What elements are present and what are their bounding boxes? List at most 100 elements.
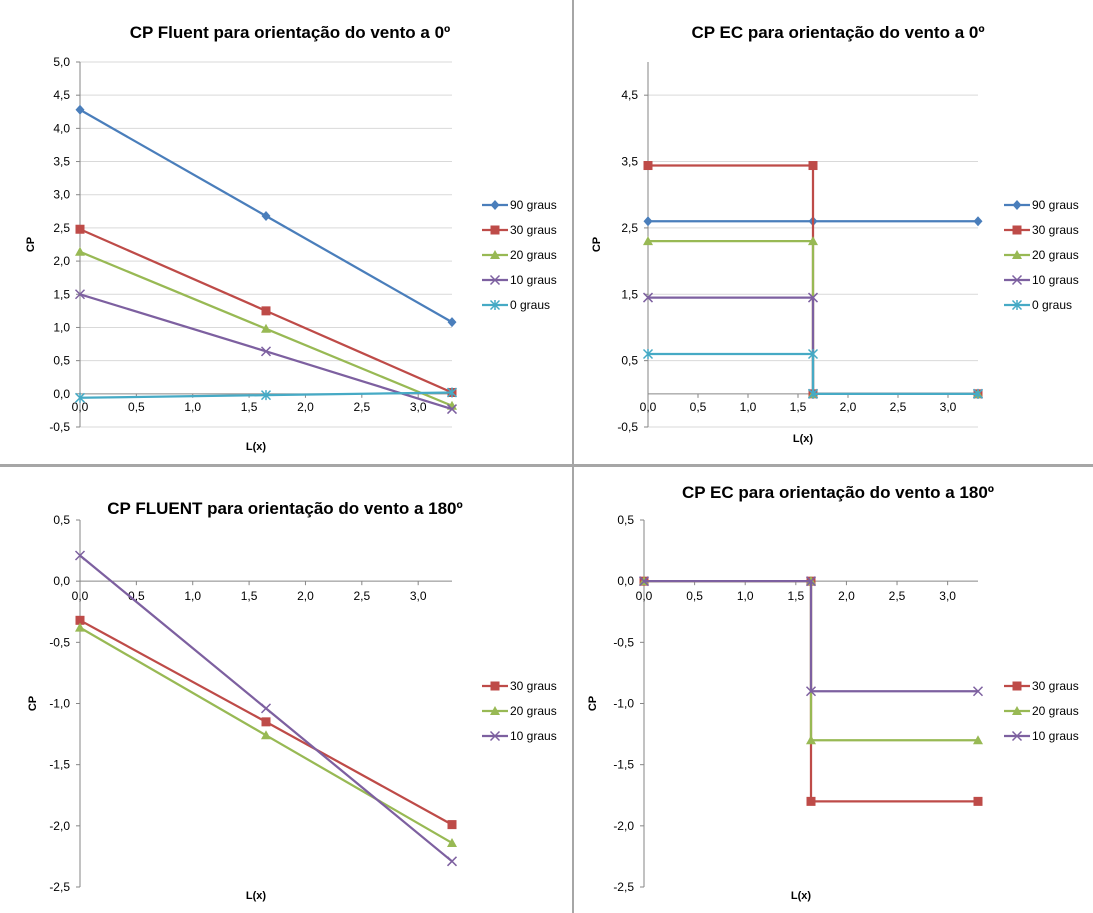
legend-item: 0 graus <box>1004 298 1072 312</box>
y-tick-label: 2,0 <box>53 254 70 268</box>
data-point <box>973 216 983 227</box>
data-point <box>807 292 819 303</box>
legend-label: 10 graus <box>1032 729 1079 743</box>
x-tick-label: 2,5 <box>889 589 906 603</box>
legend-label: 10 graus <box>1032 273 1079 287</box>
legend-marker <box>1012 681 1022 691</box>
legend-label: 10 graus <box>510 273 557 287</box>
y-tick-label: 3,5 <box>621 155 638 169</box>
x-tick-label: 1,5 <box>790 400 807 414</box>
series-10-graus <box>74 289 458 415</box>
data-point <box>806 735 816 745</box>
data-point <box>806 796 816 806</box>
data-point <box>75 224 85 234</box>
x-tick-label: 3,0 <box>939 589 956 603</box>
data-point <box>260 346 272 357</box>
y-tick-label: -0,5 <box>49 635 70 649</box>
y-tick-label: -0,5 <box>617 420 638 434</box>
x-tick-label: 3,0 <box>410 400 427 414</box>
data-point <box>973 796 983 806</box>
data-point <box>261 306 271 316</box>
x-tick-label: 0,0 <box>636 589 653 603</box>
chart-panel-ec-0: CP EC para orientação do vento a 0º -0,5 0… <box>574 0 1093 464</box>
y-tick-label: 1,5 <box>53 287 70 301</box>
y-tick-label: 3,0 <box>53 188 70 202</box>
legend-marker <box>1011 274 1023 286</box>
series-0-graus <box>642 348 984 399</box>
series-line <box>648 352 978 395</box>
y-tick-label: -1,0 <box>613 697 634 711</box>
legend-item: 30 graus <box>482 223 557 237</box>
x-tick-label: 0,5 <box>690 400 707 414</box>
legend-label: 20 graus <box>510 248 557 262</box>
data-point <box>260 703 272 714</box>
x-tick-label: 2,0 <box>297 589 314 603</box>
y-tick-label: 1,0 <box>53 320 70 334</box>
legend-item: 30 graus <box>1004 223 1079 237</box>
chart-title: CP EC para orientação do vento a 180º <box>682 483 994 502</box>
x-axis-title: L(x) <box>246 890 267 902</box>
legend-item: 90 graus <box>482 198 557 212</box>
legend-marker <box>489 730 501 742</box>
legend-marker <box>1011 299 1023 311</box>
y-tick-label: 2,5 <box>621 221 638 235</box>
y-tick-label: -2,0 <box>49 819 70 833</box>
y-tick-label: 3,5 <box>53 155 70 169</box>
x-tick-label: 2,0 <box>838 589 855 603</box>
legend-label: 90 graus <box>1032 198 1079 212</box>
chart-ec-180: CP EC para orientação do vento a 180º -2,… <box>587 483 1079 902</box>
data-point <box>973 735 983 745</box>
y-tick-label: -1,5 <box>49 758 70 772</box>
legend-marker <box>1012 250 1022 259</box>
y-tick-label: 5,0 <box>53 55 70 69</box>
x-tick-label: 0,0 <box>72 589 89 603</box>
data-point <box>260 390 272 401</box>
data-point <box>643 216 653 227</box>
x-tick-label: 1,0 <box>740 400 757 414</box>
y-tick-label: 0,0 <box>53 387 70 401</box>
legend-label: 30 graus <box>1032 223 1079 237</box>
data-point <box>642 348 654 360</box>
x-axis-title: L(x) <box>791 890 812 902</box>
horizontal-divider <box>0 464 1093 467</box>
data-point <box>446 856 458 867</box>
series-10-graus <box>74 550 458 867</box>
data-point <box>805 686 817 697</box>
data-point <box>261 210 271 221</box>
legend-item: 10 graus <box>1004 273 1079 287</box>
legend-marker <box>490 200 500 210</box>
y-tick-label: -0,5 <box>613 635 634 649</box>
data-point <box>74 550 86 561</box>
series-line <box>644 580 978 693</box>
legend-marker <box>490 250 500 259</box>
series-30-graus <box>75 615 457 830</box>
y-tick-label: -1,0 <box>49 697 70 711</box>
data-point <box>261 323 271 333</box>
y-tick-label: -1,5 <box>613 758 634 772</box>
y-tick-label: 2,5 <box>53 221 70 235</box>
vertical-divider <box>572 0 574 913</box>
chart-panel-fluent-180: CP FLUENT para orientação do vento a 180… <box>0 467 572 913</box>
legend-marker <box>490 681 500 691</box>
y-tick-label: 1,5 <box>621 287 638 301</box>
legend-marker <box>1012 200 1022 210</box>
legend-item: 30 graus <box>482 679 557 693</box>
data-point <box>808 236 818 246</box>
chart-fluent-0: CP Fluent para orientação do vento a 0º -… <box>25 23 557 453</box>
chart-ec-0: CP EC para orientação do vento a 0º-0,50… <box>591 23 1079 445</box>
y-tick-label: -0,5 <box>49 420 70 434</box>
legend-label: 30 graus <box>510 223 557 237</box>
data-point <box>75 622 85 632</box>
x-axis-title: L(x) <box>246 441 267 453</box>
chart-title: CP FLUENT para orientação do vento a 180… <box>107 499 462 518</box>
legend-item: 0 graus <box>482 298 550 312</box>
legend: 90 graus 30 graus 20 graus 10 graus 0 graus <box>1004 198 1079 312</box>
legend: 30 graus 20 graus 10 graus <box>1004 679 1079 743</box>
data-point <box>261 730 271 740</box>
y-axis-title: CP <box>27 696 39 711</box>
data-point <box>972 686 984 697</box>
data-point <box>447 820 457 830</box>
legend-marker <box>489 299 501 311</box>
legend-item: 20 graus <box>482 704 557 718</box>
data-point <box>972 388 984 399</box>
